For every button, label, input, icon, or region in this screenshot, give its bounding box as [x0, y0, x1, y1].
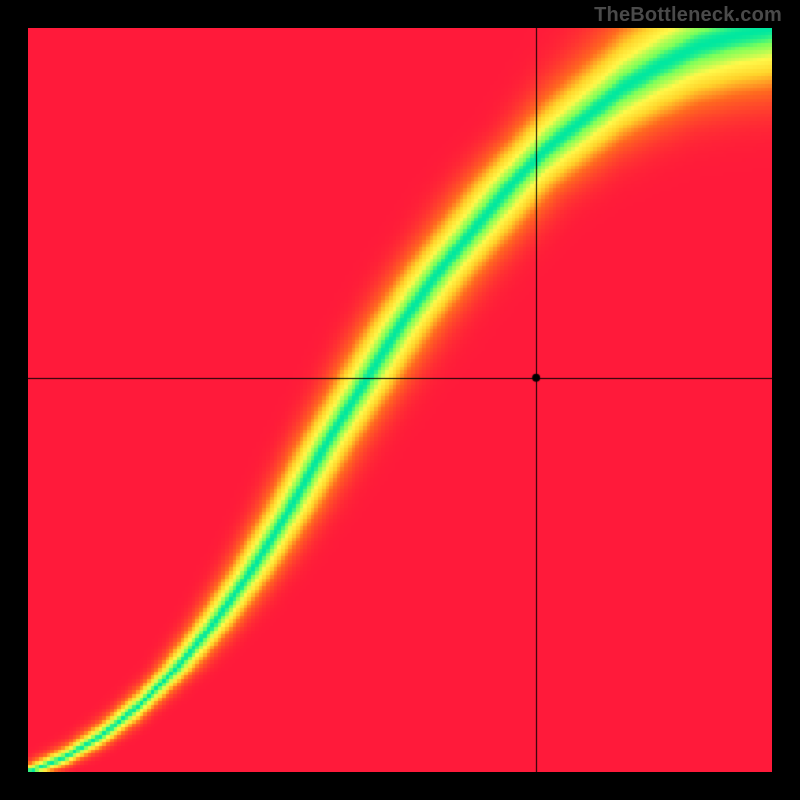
chart-frame — [0, 0, 800, 800]
crosshair-overlay — [28, 28, 772, 772]
watermark-text: TheBottleneck.com — [594, 4, 782, 27]
